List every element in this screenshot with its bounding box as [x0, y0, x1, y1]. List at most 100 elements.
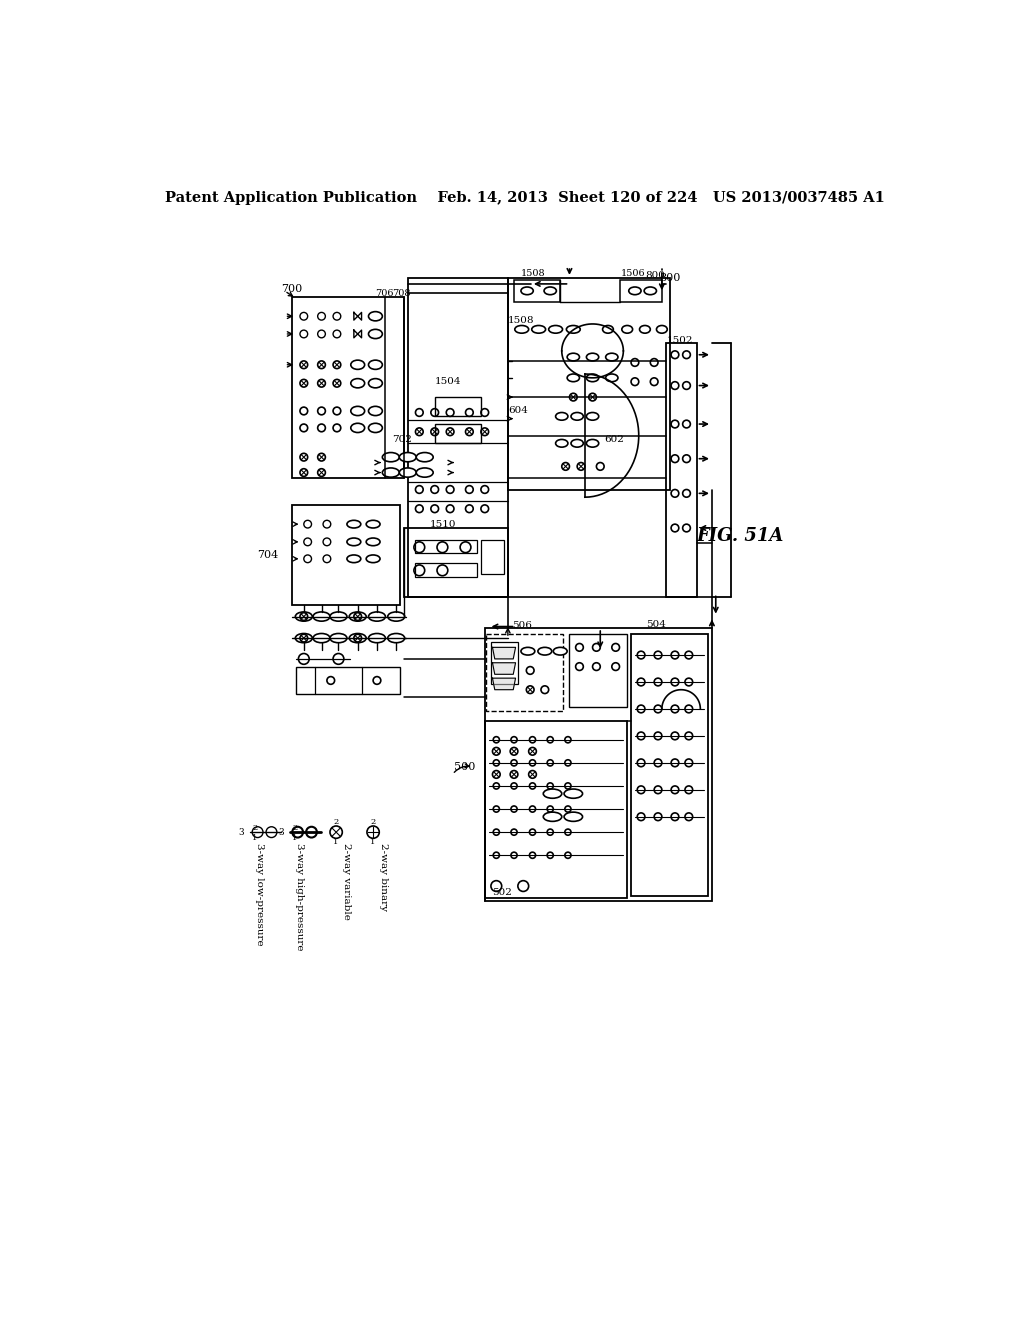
- Text: 1: 1: [334, 838, 339, 846]
- Circle shape: [493, 771, 500, 779]
- Circle shape: [431, 504, 438, 512]
- Text: 604: 604: [508, 405, 527, 414]
- Ellipse shape: [330, 612, 347, 622]
- Text: 1508: 1508: [521, 269, 546, 279]
- Circle shape: [565, 829, 571, 836]
- Circle shape: [685, 813, 692, 821]
- Circle shape: [565, 737, 571, 743]
- Circle shape: [300, 360, 307, 368]
- Circle shape: [300, 469, 307, 477]
- Text: 2-way binary: 2-way binary: [379, 843, 388, 911]
- Circle shape: [494, 853, 500, 858]
- Circle shape: [511, 853, 517, 858]
- Ellipse shape: [347, 520, 360, 528]
- Circle shape: [510, 771, 518, 779]
- Circle shape: [300, 453, 307, 461]
- Circle shape: [300, 424, 307, 432]
- Text: 3: 3: [239, 828, 244, 837]
- Circle shape: [446, 486, 454, 494]
- Circle shape: [252, 826, 263, 837]
- Text: 706: 706: [376, 289, 394, 297]
- Ellipse shape: [367, 520, 380, 528]
- Text: 1: 1: [252, 833, 258, 842]
- Text: 2: 2: [371, 818, 376, 826]
- Ellipse shape: [349, 634, 367, 643]
- Bar: [292, 506, 400, 605]
- Ellipse shape: [347, 539, 360, 545]
- Circle shape: [446, 409, 454, 416]
- Bar: [620, 280, 662, 302]
- Circle shape: [416, 486, 423, 494]
- Bar: [435, 424, 481, 444]
- Circle shape: [333, 424, 341, 432]
- Circle shape: [593, 644, 600, 651]
- Text: FIG. 51A: FIG. 51A: [696, 527, 784, 545]
- Ellipse shape: [571, 413, 584, 420]
- Ellipse shape: [369, 312, 382, 321]
- Circle shape: [654, 651, 662, 659]
- Ellipse shape: [351, 407, 365, 416]
- Ellipse shape: [544, 812, 562, 821]
- Circle shape: [306, 826, 316, 837]
- Ellipse shape: [564, 789, 583, 799]
- Circle shape: [416, 409, 423, 416]
- Circle shape: [631, 378, 639, 385]
- Ellipse shape: [521, 647, 535, 655]
- Text: 704: 704: [257, 550, 279, 560]
- Circle shape: [494, 783, 500, 789]
- Circle shape: [569, 393, 578, 401]
- Text: 800: 800: [659, 273, 681, 282]
- Text: 1506: 1506: [621, 269, 646, 279]
- Ellipse shape: [416, 469, 433, 478]
- Circle shape: [637, 733, 645, 739]
- Bar: [486, 635, 563, 711]
- Circle shape: [528, 771, 537, 779]
- Circle shape: [654, 678, 662, 686]
- Text: 2-way variable: 2-way variable: [342, 843, 350, 920]
- Text: 2: 2: [292, 824, 298, 833]
- Ellipse shape: [587, 413, 599, 420]
- Ellipse shape: [544, 789, 562, 799]
- Ellipse shape: [656, 326, 668, 333]
- Text: 1508: 1508: [508, 315, 535, 325]
- Circle shape: [547, 807, 553, 812]
- Ellipse shape: [629, 286, 641, 294]
- Circle shape: [317, 360, 326, 368]
- Circle shape: [431, 486, 438, 494]
- Circle shape: [317, 469, 326, 477]
- Ellipse shape: [295, 612, 312, 622]
- Circle shape: [547, 829, 553, 836]
- Circle shape: [511, 760, 517, 766]
- Circle shape: [300, 635, 307, 642]
- Circle shape: [494, 737, 500, 743]
- Text: 1: 1: [371, 838, 376, 846]
- Bar: [416, 562, 477, 577]
- Circle shape: [547, 737, 553, 743]
- Circle shape: [671, 733, 679, 739]
- Circle shape: [510, 747, 518, 755]
- Circle shape: [323, 539, 331, 545]
- Circle shape: [460, 541, 471, 553]
- Ellipse shape: [544, 286, 556, 294]
- Circle shape: [317, 424, 326, 432]
- Circle shape: [565, 853, 571, 858]
- Text: 3: 3: [279, 828, 284, 837]
- Circle shape: [529, 829, 536, 836]
- Circle shape: [637, 705, 645, 713]
- Circle shape: [323, 520, 331, 528]
- Circle shape: [333, 653, 344, 664]
- Circle shape: [300, 612, 307, 620]
- Ellipse shape: [564, 812, 583, 821]
- Circle shape: [529, 853, 536, 858]
- Text: 602: 602: [604, 436, 624, 444]
- Ellipse shape: [644, 286, 656, 294]
- Ellipse shape: [622, 326, 633, 333]
- Ellipse shape: [367, 539, 380, 545]
- Circle shape: [575, 663, 584, 671]
- Ellipse shape: [351, 379, 365, 388]
- Bar: [296, 667, 400, 693]
- Bar: [408, 277, 508, 597]
- Text: 1: 1: [292, 833, 298, 842]
- Circle shape: [437, 565, 447, 576]
- Text: 2: 2: [252, 824, 257, 833]
